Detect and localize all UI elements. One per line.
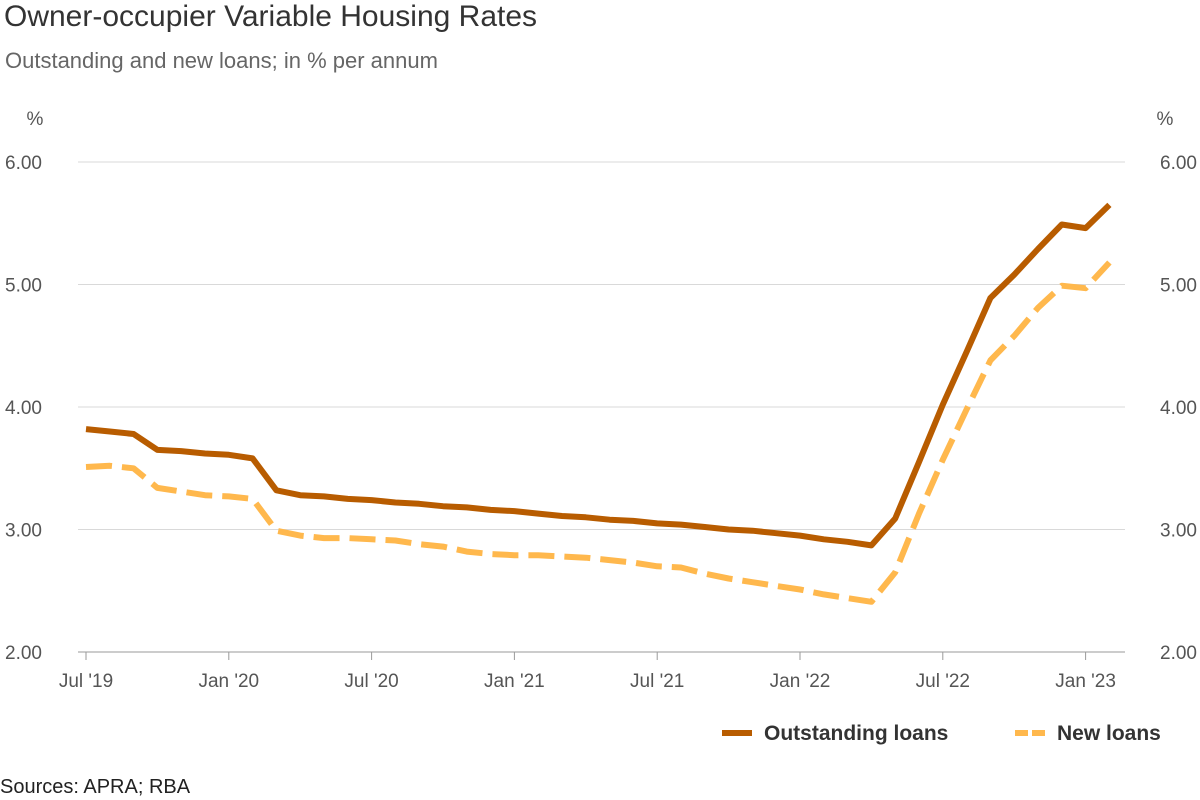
y-tick-label-right: 5.00 <box>1160 276 1197 297</box>
legend-label: New loans <box>1057 722 1161 745</box>
x-tick-label: Jul '19 <box>59 671 113 692</box>
x-tick-label: Jan '22 <box>770 671 831 692</box>
y-tick-label-right: 6.00 <box>1160 153 1197 174</box>
x-tick-label: Jul '22 <box>916 671 970 692</box>
x-tick-label: Jul '20 <box>344 671 398 692</box>
y-tick-label-left: 2.00 <box>5 643 42 664</box>
y-unit-right: % <box>1157 109 1174 130</box>
x-tick-label: Jan '21 <box>484 671 545 692</box>
y-tick-label-left: 5.00 <box>5 276 42 297</box>
x-tick-label: Jan '20 <box>198 671 259 692</box>
y-tick-label-left: 3.00 <box>5 521 42 542</box>
y-tick-label-left: 6.00 <box>5 153 42 174</box>
chart-title: Owner-occupier Variable Housing Rates <box>4 0 538 33</box>
series-line-new-loans <box>85 260 1112 605</box>
legend-label: Outstanding loans <box>764 722 948 745</box>
y-tick-label-right: 4.00 <box>1160 398 1197 419</box>
series-line-outstanding-loans <box>85 202 1112 549</box>
x-tick-label: Jan '23 <box>1055 671 1116 692</box>
y-tick-label-right: 3.00 <box>1160 521 1197 542</box>
x-tick-label: Jul '21 <box>630 671 684 692</box>
y-tick-label-right: 2.00 <box>1160 643 1197 664</box>
y-unit-left: % <box>27 109 44 130</box>
y-tick-label-left: 4.00 <box>5 398 42 419</box>
chart-subtitle: Outstanding and new loans; in % per annu… <box>5 48 438 73</box>
sources-note: Sources: APRA; RBA <box>0 776 191 798</box>
